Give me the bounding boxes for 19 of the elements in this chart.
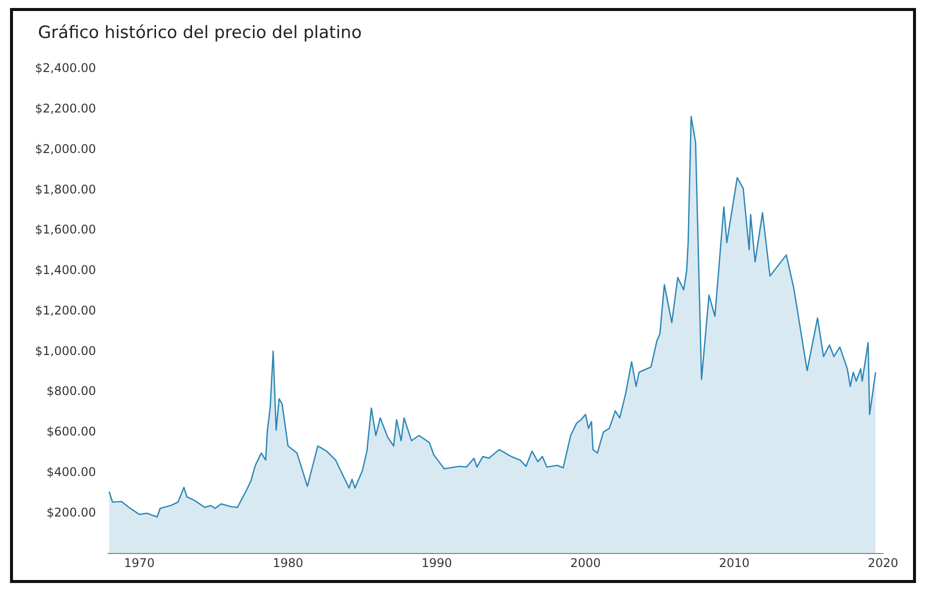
y-tick-label: $2,200.00 <box>34 102 96 116</box>
x-tick-label: 2020 <box>868 556 898 570</box>
y-tick-label: $1,800.00 <box>34 182 96 196</box>
x-tick-label: 1970 <box>124 556 155 570</box>
y-tick-label: $1,400.00 <box>34 263 96 278</box>
y-tick-label: $2,400.00 <box>34 61 96 76</box>
y-tick-label: $200.00 <box>46 505 96 520</box>
y-tick-label: $1,600.00 <box>34 222 96 237</box>
y-tick-label: $1,000.00 <box>34 344 96 358</box>
x-tick-label: 1990 <box>422 556 452 570</box>
x-tick-label: 1980 <box>272 556 304 570</box>
y-tick-label: $800.00 <box>46 384 96 398</box>
y-tick-label: $600.00 <box>46 424 96 439</box>
x-tick-label: 2010 <box>718 556 750 570</box>
chart-title: Gráfico histórico del precio del platino <box>38 23 362 43</box>
y-tick-label: $400.00 <box>46 464 96 479</box>
y-tick-label: $2,000.00 <box>34 142 96 156</box>
x-tick-label: 2000 <box>570 556 601 570</box>
y-tick-label: $1,200.00 <box>34 303 96 318</box>
